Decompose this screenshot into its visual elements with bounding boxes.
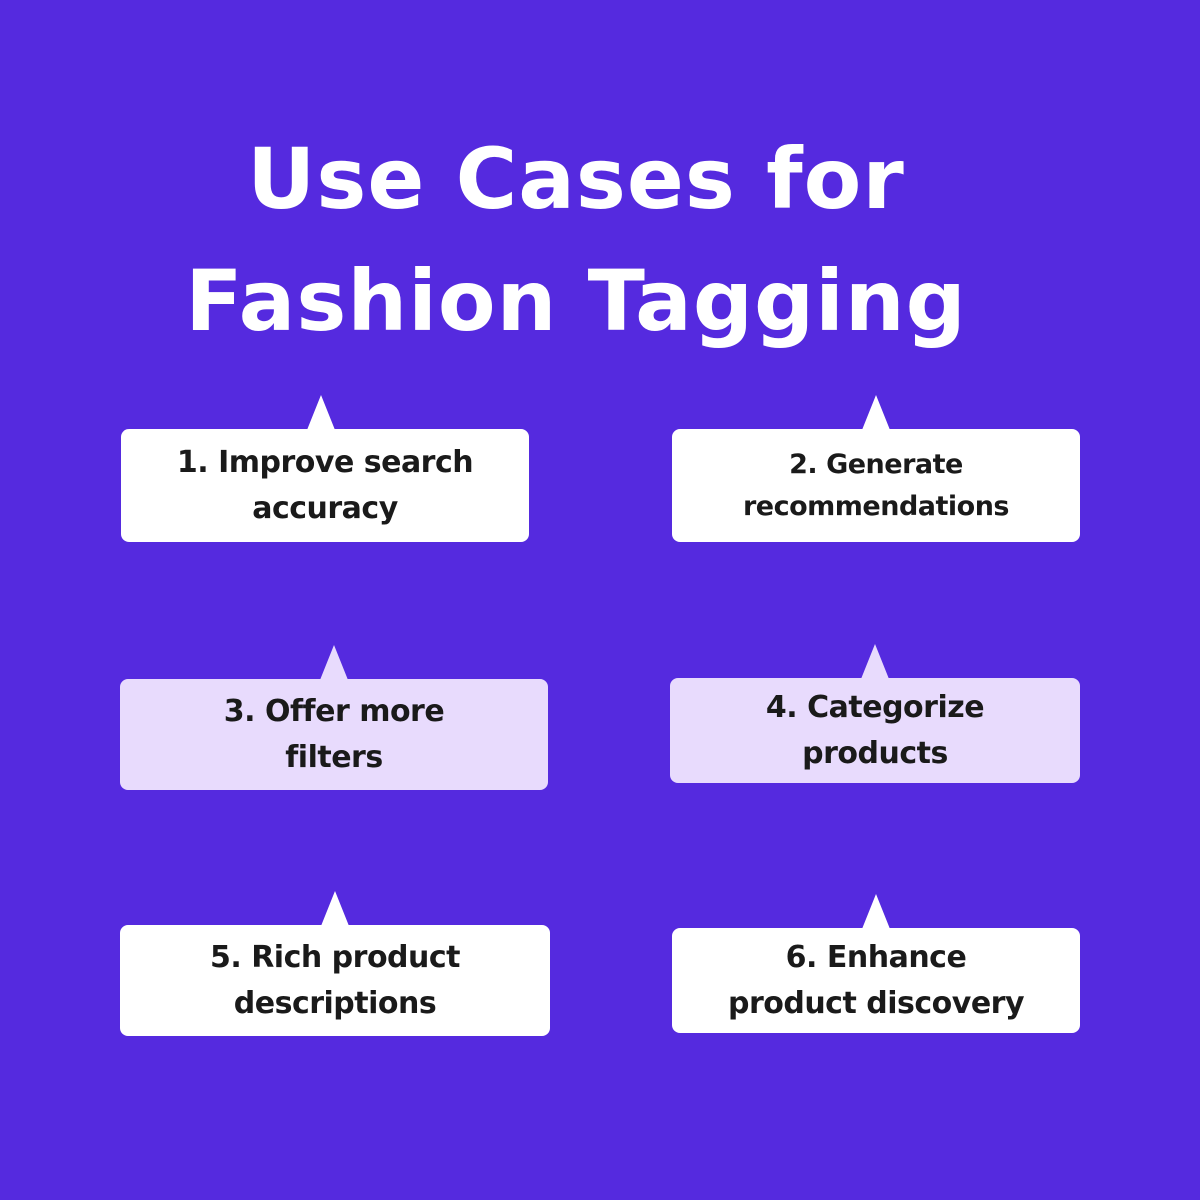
use-case-label-line-2: descriptions xyxy=(233,985,437,1021)
use-case-label-line-2: filters xyxy=(285,739,383,775)
use-case-label-line-1: 6. Enhance xyxy=(785,939,967,975)
use-case-label: 5. Rich product descriptions xyxy=(209,935,461,1027)
use-case-label: 3. Offer more filters xyxy=(223,689,445,781)
title-line-1: Use Cases for xyxy=(247,130,905,228)
use-case-label-line-1: 3. Offer more xyxy=(223,693,445,729)
use-case-label-line-2: accuracy xyxy=(252,490,398,526)
page-title: Use Cases for Fashion Tagging xyxy=(0,118,1152,362)
use-case-card-4: 4. Categorize products xyxy=(670,678,1080,783)
use-case-label-line-1: 1. Improve search xyxy=(176,444,474,480)
use-case-label: 4. Categorize products xyxy=(765,685,985,777)
use-case-label-line-1: 5. Rich product xyxy=(209,939,461,975)
use-case-label: 6. Enhance product discovery xyxy=(727,935,1025,1027)
use-case-card-6: 6. Enhance product discovery xyxy=(672,928,1080,1033)
title-line-2: Fashion Tagging xyxy=(185,252,967,350)
use-case-label-line-1: 2. Generate xyxy=(789,448,963,480)
use-case-label-line-2: products xyxy=(802,735,948,771)
use-case-label-line-1: 4. Categorize xyxy=(765,689,985,725)
use-case-card-3: 3. Offer more filters xyxy=(120,679,548,790)
use-case-label: 2. Generate recommendations xyxy=(742,444,1010,528)
use-case-label-line-2: recommendations xyxy=(742,490,1010,522)
use-case-card-2: 2. Generate recommendations xyxy=(672,429,1080,542)
use-case-label: 1. Improve search accuracy xyxy=(176,440,474,532)
use-case-card-5: 5. Rich product descriptions xyxy=(120,925,550,1036)
use-case-label-line-2: product discovery xyxy=(727,985,1025,1021)
use-case-card-1: 1. Improve search accuracy xyxy=(121,429,529,542)
